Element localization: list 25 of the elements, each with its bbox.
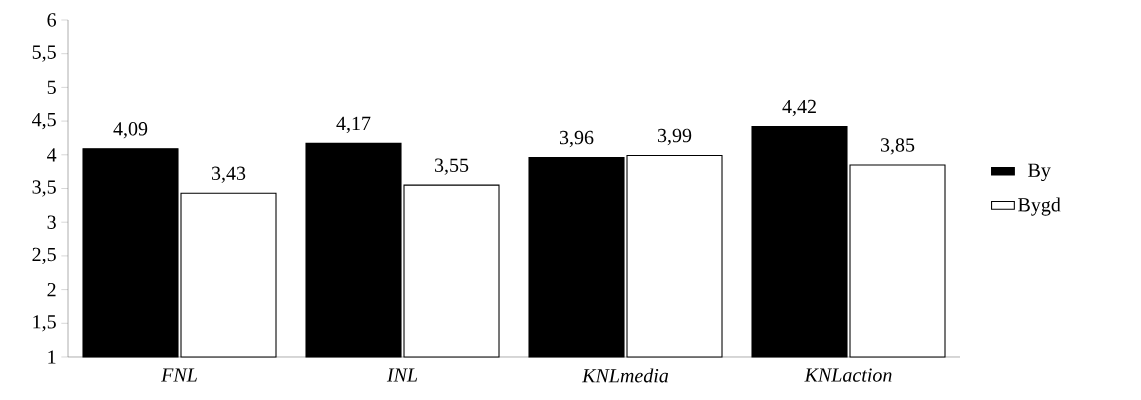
- y-tick-label: 1: [48, 350, 56, 364]
- x-tick-label: FNL: [161, 368, 197, 382]
- data-label: 4,17: [336, 116, 371, 134]
- y-tick-label: 3: [47, 215, 56, 229]
- y-tick-label: 2,5: [32, 247, 56, 265]
- y-tick-label: 2: [47, 282, 56, 297]
- x-tick-label: KNLaction: [804, 368, 892, 382]
- legend-label: Bygd: [1018, 197, 1061, 216]
- x-tick-label: INL: [386, 368, 418, 382]
- data-label: 3,43: [211, 166, 246, 183]
- y-tick-label: 5: [47, 80, 56, 95]
- y-tick-label: 4: [47, 148, 57, 162]
- data-label: 3,55: [434, 158, 469, 175]
- data-label: 4,42: [782, 99, 816, 117]
- y-tick-label: 1,5: [33, 315, 56, 332]
- data-label: 3,96: [559, 130, 594, 148]
- y-tick-label: 3,5: [32, 180, 56, 197]
- data-label: 3,99: [657, 128, 692, 146]
- x-tick-label: KNLmedia: [581, 368, 669, 383]
- data-label: 3,85: [880, 138, 915, 155]
- y-tick-label: 6: [47, 13, 57, 27]
- legend-label: By: [1028, 163, 1051, 182]
- y-tick-label: 5,5: [32, 45, 56, 62]
- data-label: 4,09: [113, 122, 148, 139]
- y-tick-label: 4,5: [32, 112, 56, 130]
